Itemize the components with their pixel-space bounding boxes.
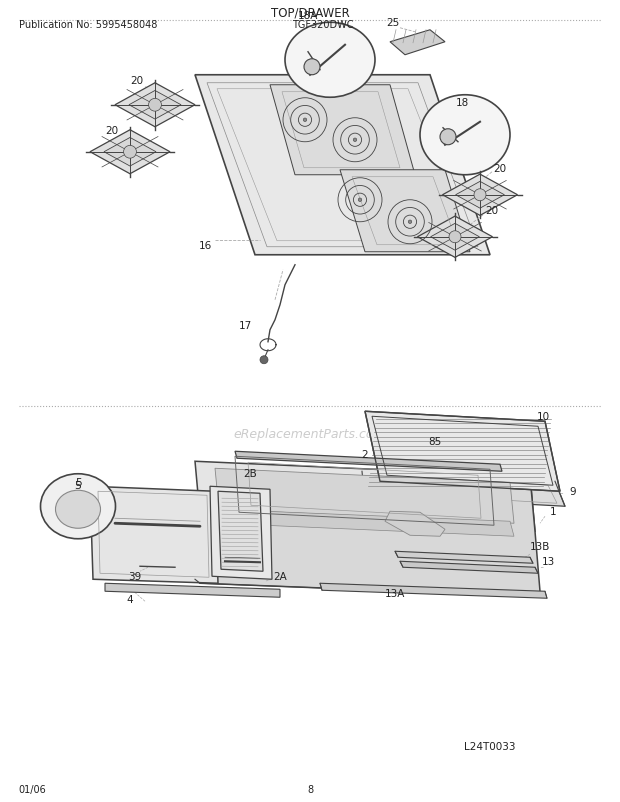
Text: Publication No: 5995458048: Publication No: 5995458048 — [19, 20, 157, 30]
Text: 5: 5 — [74, 480, 81, 491]
Polygon shape — [105, 584, 280, 597]
Ellipse shape — [285, 23, 375, 98]
Polygon shape — [417, 217, 492, 258]
Text: 01/06: 01/06 — [19, 784, 46, 794]
Text: TGF320DWC: TGF320DWC — [291, 20, 353, 30]
Text: 20: 20 — [494, 164, 507, 173]
Circle shape — [408, 221, 412, 225]
Text: 20: 20 — [130, 75, 144, 86]
Circle shape — [304, 59, 320, 75]
Polygon shape — [215, 509, 514, 537]
Polygon shape — [215, 468, 514, 524]
Ellipse shape — [40, 474, 115, 539]
Polygon shape — [129, 91, 181, 120]
Polygon shape — [218, 492, 263, 572]
Text: 16: 16 — [198, 241, 211, 250]
Text: 39: 39 — [128, 572, 141, 581]
Text: 25: 25 — [386, 18, 400, 28]
Text: 9: 9 — [570, 487, 577, 496]
Circle shape — [449, 232, 461, 244]
Circle shape — [260, 356, 268, 364]
Text: 5: 5 — [74, 478, 81, 488]
Polygon shape — [90, 487, 218, 584]
Circle shape — [440, 130, 456, 146]
Polygon shape — [385, 512, 445, 537]
Polygon shape — [456, 182, 505, 209]
Polygon shape — [431, 224, 479, 251]
Text: 8: 8 — [307, 784, 313, 794]
Circle shape — [123, 146, 136, 159]
Polygon shape — [270, 86, 415, 176]
Polygon shape — [443, 175, 518, 216]
Circle shape — [353, 139, 356, 142]
Text: 20: 20 — [485, 205, 498, 216]
Text: 18: 18 — [455, 98, 469, 107]
Circle shape — [303, 119, 307, 123]
Ellipse shape — [420, 95, 510, 176]
Polygon shape — [365, 411, 560, 492]
Circle shape — [474, 189, 486, 201]
Text: eReplacementParts.com: eReplacementParts.com — [234, 427, 386, 440]
Polygon shape — [395, 552, 533, 564]
Polygon shape — [195, 75, 490, 255]
Polygon shape — [115, 83, 195, 128]
Polygon shape — [400, 561, 538, 573]
Text: 18A: 18A — [298, 10, 318, 21]
Polygon shape — [210, 487, 272, 580]
Text: 2: 2 — [361, 450, 368, 460]
Text: 85: 85 — [428, 437, 441, 447]
Text: 13A: 13A — [385, 589, 405, 598]
Polygon shape — [104, 138, 156, 167]
Polygon shape — [340, 171, 470, 253]
Polygon shape — [390, 30, 445, 55]
Ellipse shape — [56, 491, 100, 529]
Circle shape — [358, 199, 361, 202]
Text: 4: 4 — [126, 594, 133, 605]
Polygon shape — [195, 476, 540, 597]
Text: 10: 10 — [536, 411, 549, 422]
Text: 17: 17 — [238, 320, 252, 330]
Polygon shape — [235, 452, 502, 472]
Circle shape — [149, 99, 161, 112]
Polygon shape — [362, 472, 565, 507]
Text: 13: 13 — [541, 557, 555, 566]
Text: 2B: 2B — [243, 468, 257, 479]
Polygon shape — [320, 584, 547, 598]
Text: TOP/DRAWER: TOP/DRAWER — [270, 6, 350, 19]
Polygon shape — [90, 131, 170, 175]
Text: 1: 1 — [550, 507, 556, 516]
Text: 13B: 13B — [530, 541, 550, 552]
Text: 20: 20 — [105, 126, 118, 136]
Polygon shape — [195, 462, 535, 532]
Text: 2A: 2A — [273, 572, 287, 581]
Text: L24T0033: L24T0033 — [464, 741, 516, 751]
